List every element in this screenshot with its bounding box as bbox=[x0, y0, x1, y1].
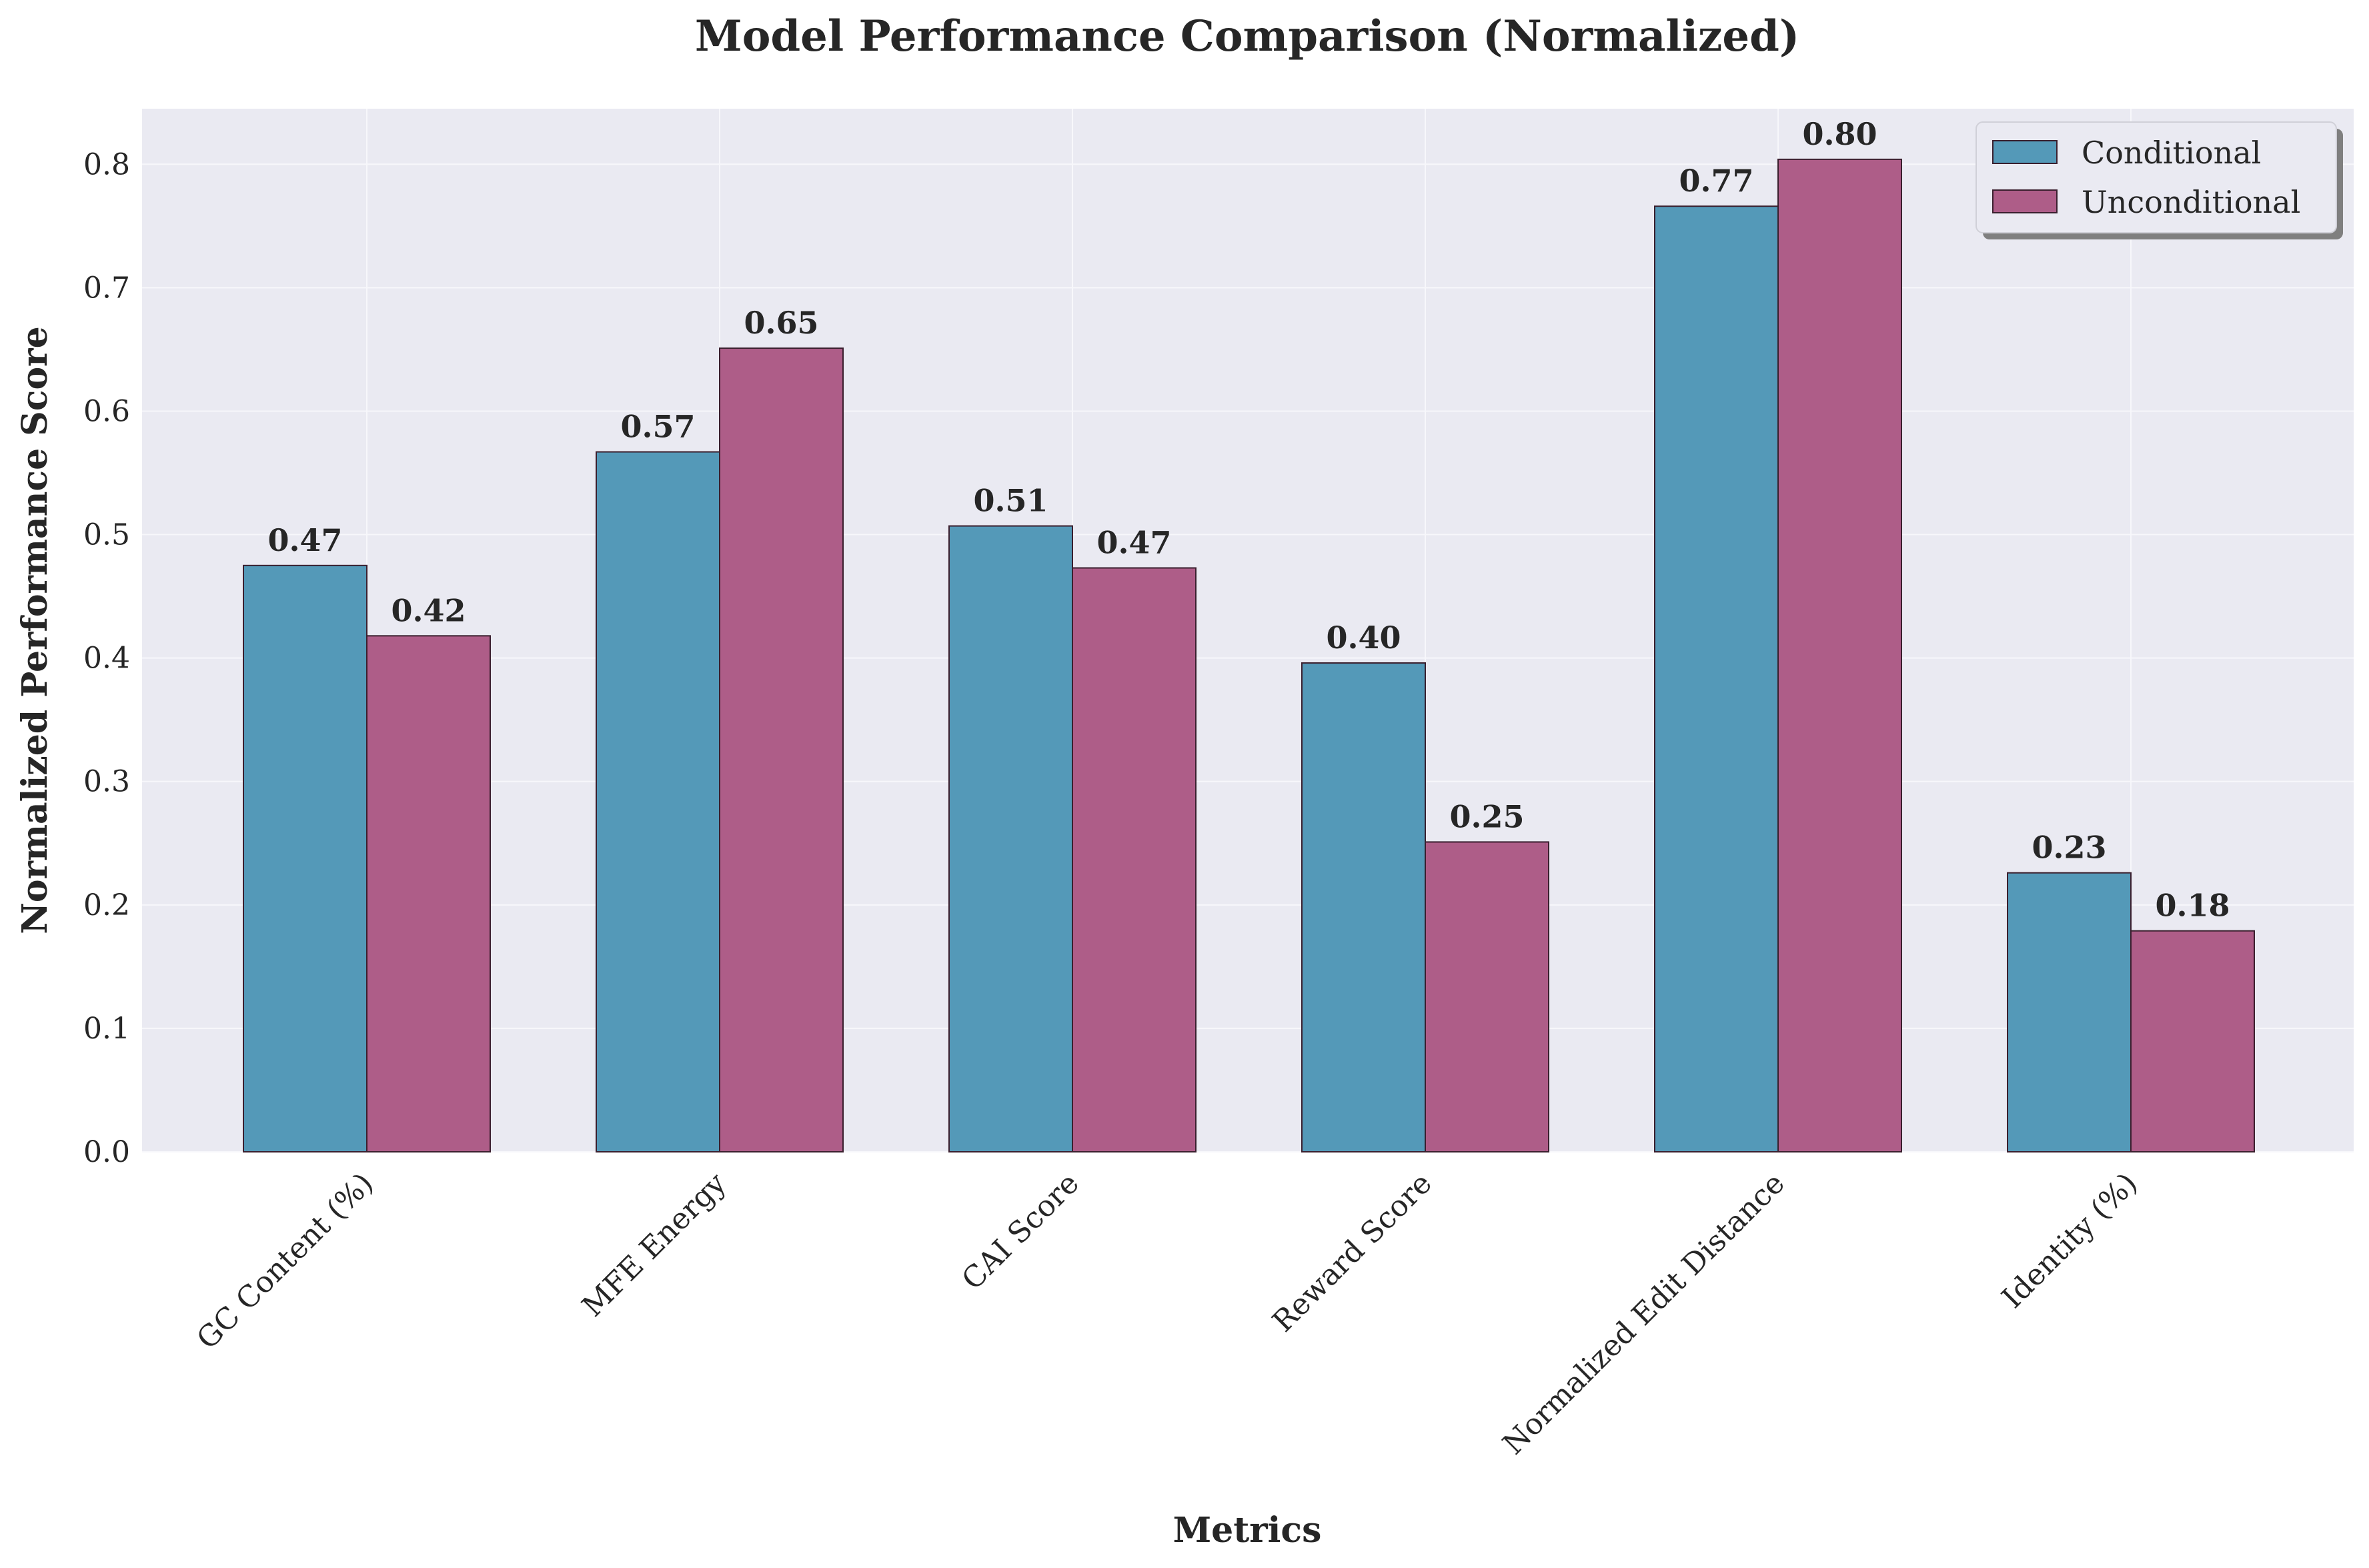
bar-value-label: 0.51 bbox=[973, 483, 1048, 519]
chart-title: Model Performance Comparison (Normalized… bbox=[695, 11, 1799, 61]
legend-swatch-conditional bbox=[1992, 140, 2058, 164]
bar-conditional bbox=[243, 564, 367, 1152]
bar-unconditional bbox=[719, 347, 844, 1153]
bar-value-label: 0.47 bbox=[267, 522, 342, 558]
bar-value-label: 0.40 bbox=[1326, 620, 1401, 656]
legend-label-unconditional: Unconditional bbox=[2082, 184, 2300, 220]
y-tick-label: 0.4 bbox=[83, 642, 130, 676]
x-axis-label: Metrics bbox=[1173, 1510, 1322, 1551]
bar-unconditional bbox=[366, 635, 491, 1152]
bar-value-label: 0.18 bbox=[2155, 888, 2230, 924]
y-tick-label: 0.0 bbox=[83, 1135, 130, 1169]
y-tick-label: 0.5 bbox=[83, 518, 130, 552]
bar-value-label: 0.23 bbox=[2032, 830, 2106, 866]
bar-value-label: 0.57 bbox=[620, 409, 695, 445]
legend-label-conditional: Conditional bbox=[2082, 135, 2261, 171]
x-tick-label: Identity (%) bbox=[1996, 1166, 2144, 1315]
legend-box bbox=[1976, 121, 2337, 233]
y-tick-label: 0.3 bbox=[83, 765, 130, 799]
bar-conditional bbox=[1301, 662, 1426, 1152]
bar-conditional bbox=[2007, 872, 2132, 1153]
x-ticks: GC Content (%) MFE Energy CAI Score Reward … bbox=[190, 1166, 2144, 1461]
bar-value-label: 0.80 bbox=[1802, 116, 1877, 152]
bar-conditional bbox=[1654, 205, 1779, 1153]
y-tick-label: 0.8 bbox=[83, 147, 130, 181]
x-tick-label: CAI Score bbox=[956, 1166, 1086, 1297]
bar-unconditional bbox=[1072, 567, 1197, 1152]
bar-conditional bbox=[948, 525, 1073, 1152]
x-tick-label: MFE Energy bbox=[576, 1166, 733, 1324]
y-axis-label: Normalized Performance Score bbox=[15, 326, 55, 934]
x-tick-label: Normalized Edit Distance bbox=[1497, 1166, 1791, 1461]
bar-unconditional bbox=[1777, 158, 1902, 1153]
legend: Conditional Unconditional bbox=[1976, 121, 2343, 239]
x-tick-label: GC Content (%) bbox=[190, 1166, 379, 1356]
data-labels: 0.47 0.42 0.57 0.65 0.51 0.47 0.40 0.25 0.77 0.80… bbox=[267, 116, 2230, 924]
bars bbox=[243, 158, 2255, 1153]
bar-value-label: 0.65 bbox=[744, 305, 818, 341]
bar-value-label: 0.47 bbox=[1096, 525, 1171, 561]
legend-swatch-unconditional bbox=[1992, 189, 2058, 213]
bar-unconditional bbox=[1425, 841, 1549, 1153]
bar-value-label: 0.42 bbox=[391, 592, 466, 628]
x-tick-label: Reward Score bbox=[1266, 1166, 1439, 1339]
plot-area bbox=[142, 109, 2354, 1152]
bar-unconditional bbox=[2130, 930, 2255, 1153]
bar-value-label: 0.25 bbox=[1449, 798, 1524, 834]
bar-conditional bbox=[596, 451, 720, 1152]
y-tick-label: 0.2 bbox=[83, 888, 130, 922]
y-tick-label: 0.7 bbox=[83, 271, 130, 305]
y-tick-label: 0.1 bbox=[83, 1012, 130, 1046]
y-ticks: 0.0 0.1 0.2 0.3 0.4 0.5 0.6 0.7 0.8 bbox=[83, 147, 130, 1169]
bar-value-label: 0.77 bbox=[1679, 163, 1753, 199]
y-tick-label: 0.6 bbox=[83, 394, 130, 428]
